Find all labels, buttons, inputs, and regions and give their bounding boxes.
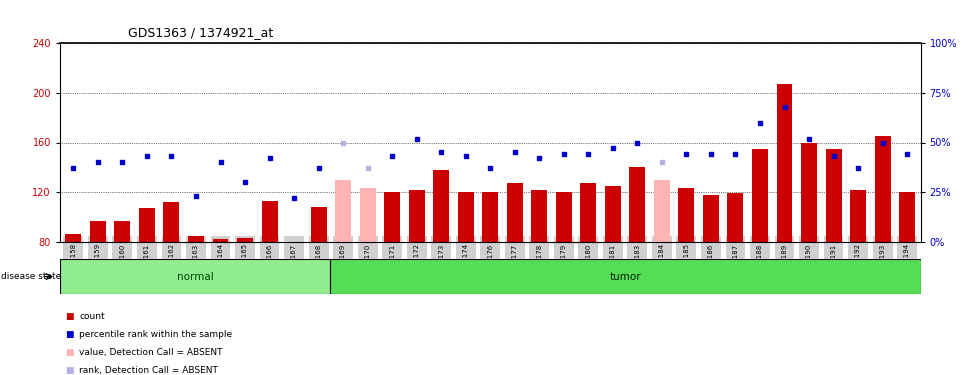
Bar: [581, 183, 596, 242]
Text: tumor: tumor: [610, 272, 641, 282]
Bar: [507, 183, 523, 242]
Bar: [409, 190, 425, 242]
Bar: [60, 259, 330, 294]
Text: ■: ■: [65, 312, 73, 321]
Bar: [752, 149, 768, 242]
Text: ■: ■: [65, 366, 73, 375]
Bar: [777, 84, 792, 242]
Text: ■: ■: [65, 330, 73, 339]
Bar: [630, 167, 645, 242]
Bar: [311, 207, 327, 242]
Bar: [531, 190, 548, 242]
Bar: [90, 221, 106, 242]
Bar: [359, 189, 376, 242]
Bar: [330, 259, 921, 294]
Bar: [899, 192, 915, 242]
Text: percentile rank within the sample: percentile rank within the sample: [79, 330, 233, 339]
Bar: [850, 190, 867, 242]
Bar: [874, 136, 891, 242]
Bar: [826, 149, 841, 242]
Text: ■: ■: [65, 348, 73, 357]
Bar: [114, 221, 130, 242]
Text: disease state: disease state: [1, 272, 61, 281]
Bar: [335, 180, 351, 242]
Bar: [163, 202, 180, 242]
Text: count: count: [79, 312, 105, 321]
Bar: [188, 236, 204, 242]
Text: GDS1363 / 1374921_at: GDS1363 / 1374921_at: [128, 26, 272, 39]
Bar: [801, 142, 817, 242]
Bar: [727, 194, 744, 242]
Bar: [555, 192, 572, 242]
Bar: [237, 238, 253, 242]
Bar: [433, 170, 449, 242]
Bar: [654, 180, 669, 242]
Bar: [703, 195, 719, 242]
Bar: [139, 209, 155, 242]
Bar: [213, 239, 229, 242]
Bar: [605, 186, 621, 242]
Text: value, Detection Call = ABSENT: value, Detection Call = ABSENT: [79, 348, 223, 357]
Bar: [384, 192, 400, 242]
Bar: [482, 192, 498, 242]
Bar: [678, 189, 695, 242]
Bar: [286, 242, 302, 247]
Bar: [262, 201, 277, 242]
Bar: [458, 192, 473, 242]
Text: rank, Detection Call = ABSENT: rank, Detection Call = ABSENT: [79, 366, 218, 375]
Text: normal: normal: [177, 272, 213, 282]
Bar: [66, 234, 81, 242]
